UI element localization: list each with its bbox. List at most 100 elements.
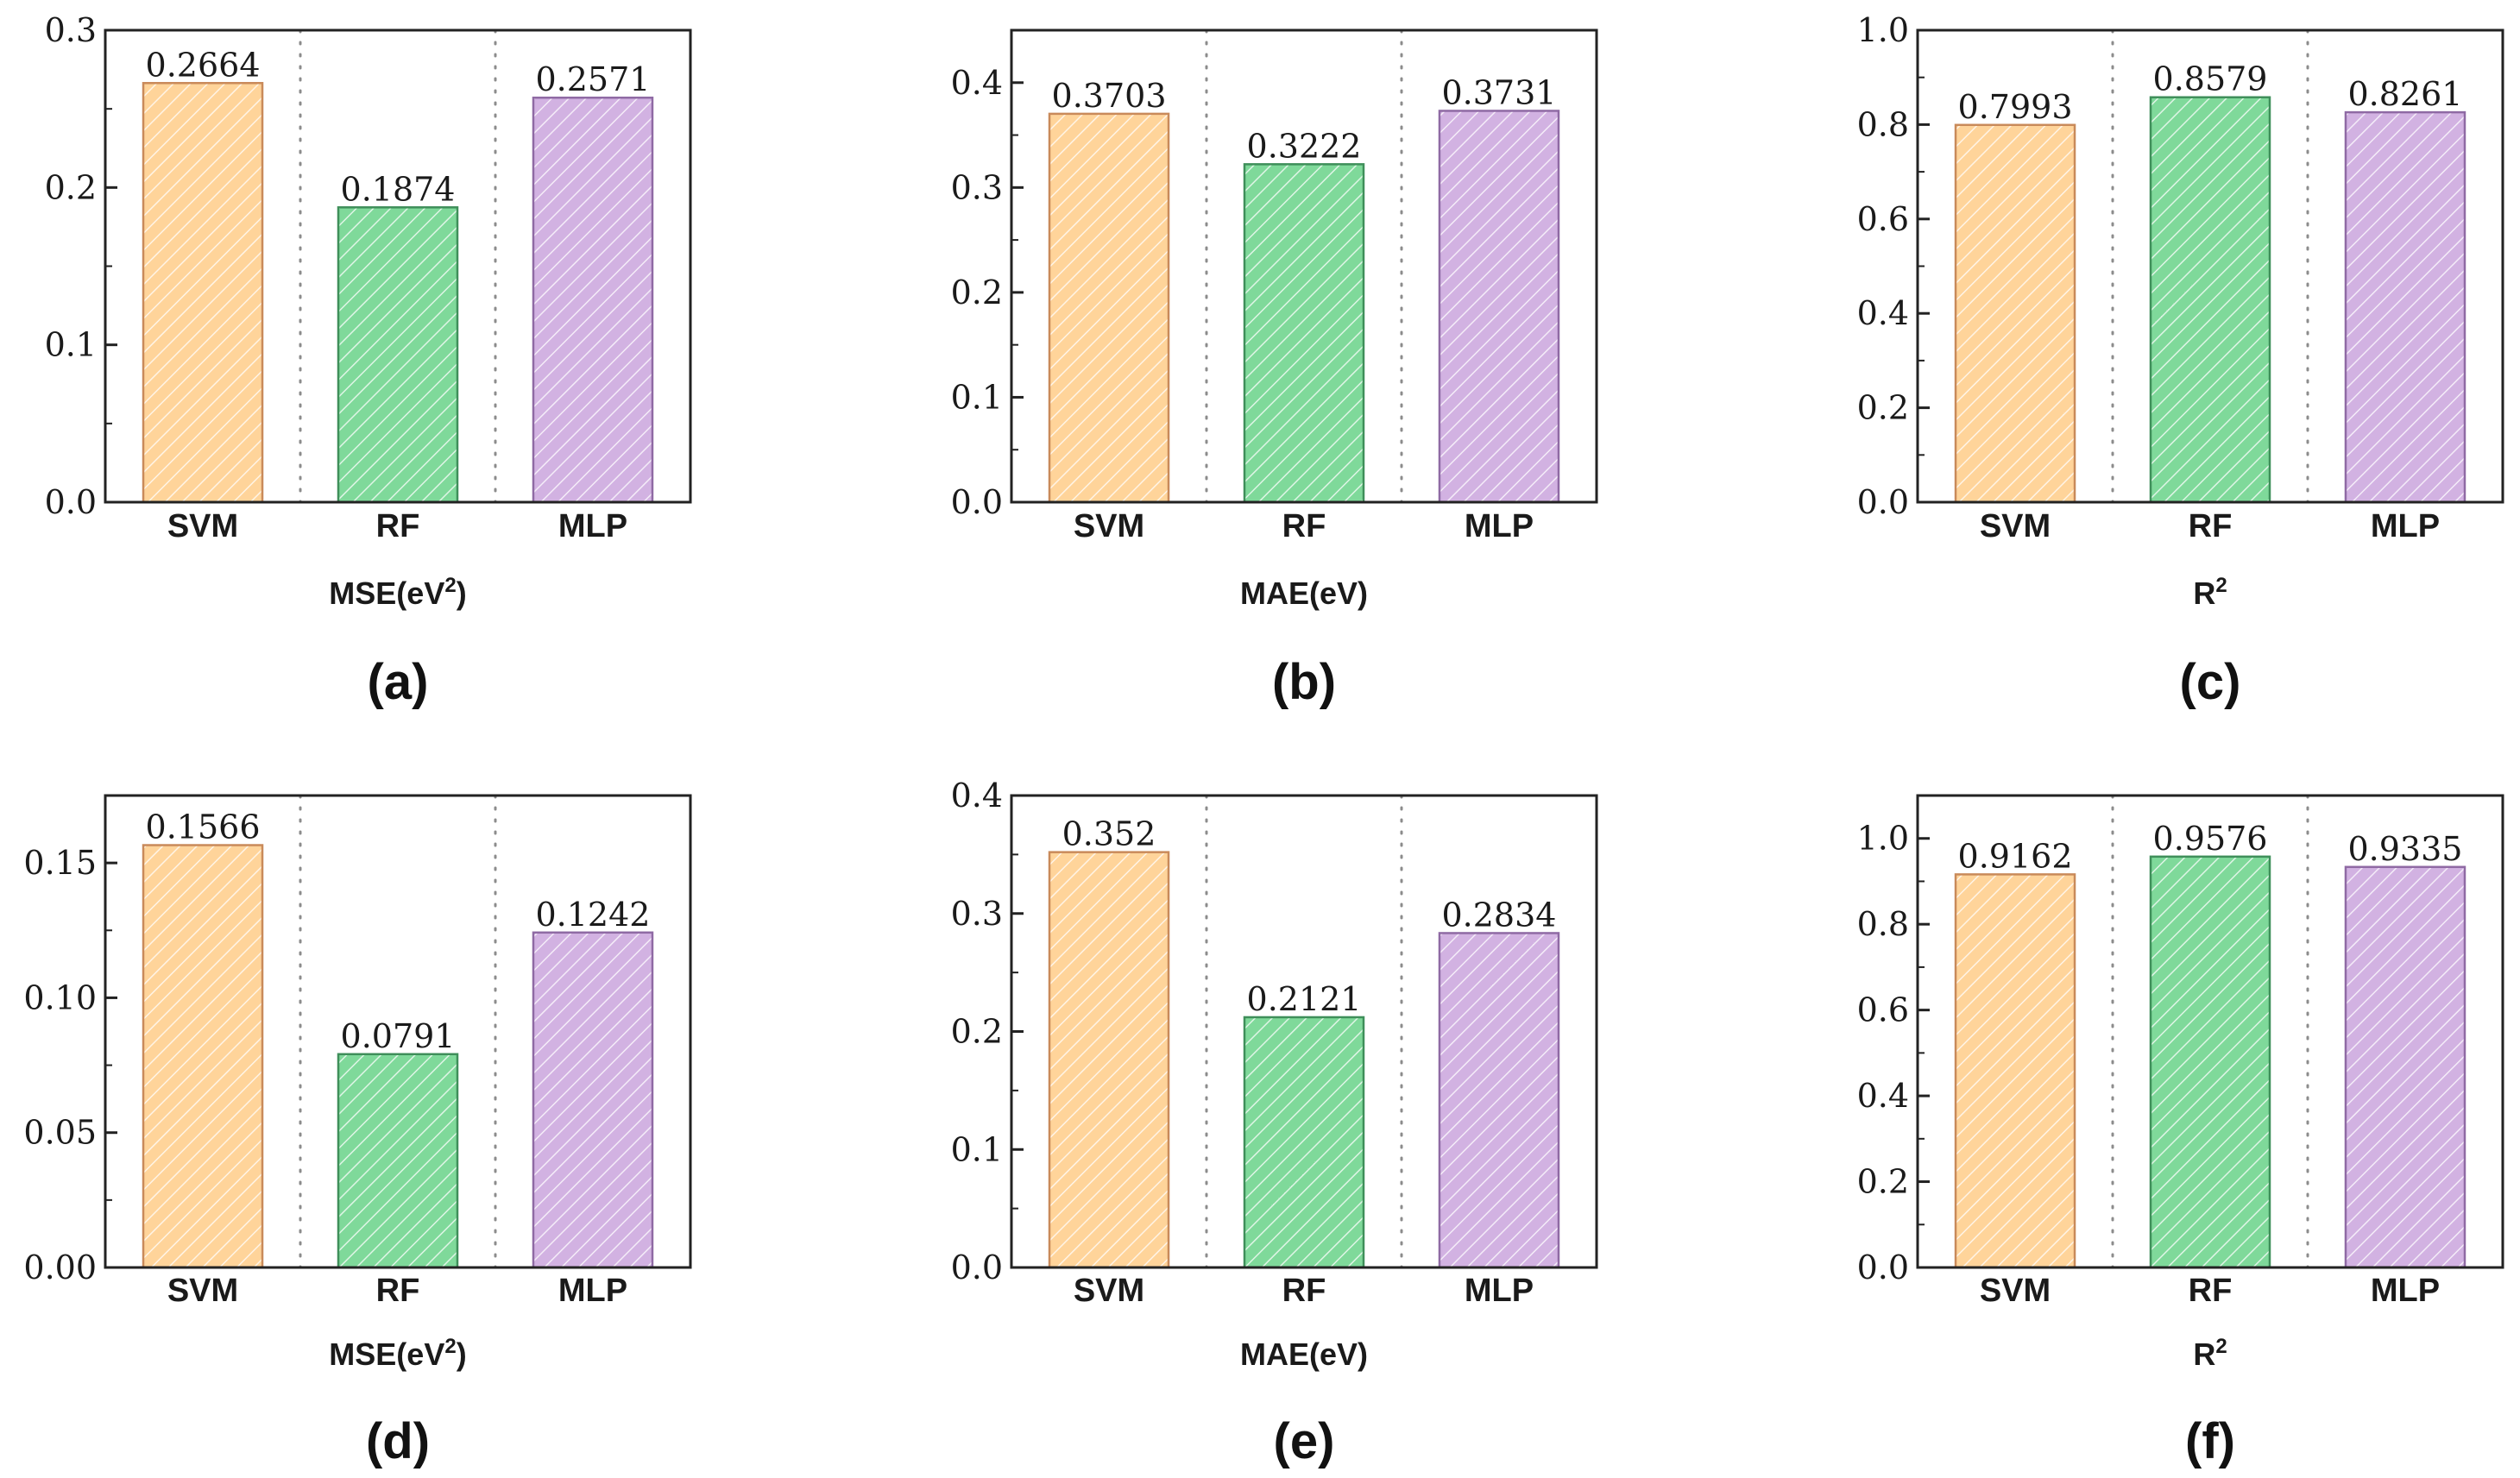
y-tick-label: 0.2 (1857, 1163, 1909, 1201)
bar-mlp (1438, 110, 1560, 504)
bar-svm (142, 82, 264, 504)
chart-panel-c: 0.7993 SVM 0.8579 RF 0.8261 MLP 0.0 0.2 0.4 0.6 0.… (1857, 11, 2504, 710)
category-label-svm: SVM (1074, 508, 1144, 544)
value-label-rf: 0.2121 (1247, 980, 1362, 1018)
value-label-rf: 0.3222 (1247, 127, 1362, 165)
category-label-mlp: MLP (2371, 508, 2440, 544)
bar-svm (1954, 873, 2076, 1269)
category-label-rf: RF (1282, 1273, 1326, 1309)
y-tick-label: 0.3 (951, 895, 1003, 933)
bar-mlp (532, 931, 654, 1269)
panel-label: (f) (2185, 1413, 2235, 1469)
panel-label: (a) (368, 654, 429, 710)
x-axis-label: R2 (2193, 1335, 2227, 1372)
x-axis-label: MAE(eV) (1240, 1336, 1368, 1372)
chart-panel-e: 0.352 SVM 0.2121 RF 0.2834 MLP 0.0 0.1 0.2 0.3 0.4… (951, 777, 1598, 1469)
x-axis-label: R2 (2193, 574, 2227, 611)
bar-svm (1048, 851, 1170, 1269)
plot-frame (104, 794, 692, 1269)
bar-rf (2149, 96, 2271, 504)
value-label-svm: 0.352 (1062, 815, 1156, 853)
y-tick-label: 0.1 (951, 378, 1003, 416)
bar-rf (1243, 1016, 1365, 1269)
y-tick-label: 1.0 (1857, 11, 1909, 49)
y-tick-label: 0.3 (45, 11, 97, 49)
panel-label: (c) (2180, 654, 2241, 710)
y-tick-label: 0.8 (1857, 105, 1909, 143)
x-axis-label: MSE(eV2) (329, 1335, 466, 1372)
y-tick-label: 0.0 (45, 483, 97, 521)
bar-mlp (2344, 110, 2466, 504)
y-tick-label: 0.2 (951, 1013, 1003, 1051)
y-tick-label: 0.10 (23, 978, 97, 1016)
plot-frame (1010, 28, 1598, 504)
y-tick-label: 0.2 (951, 274, 1003, 311)
bar-rf (2149, 855, 2271, 1269)
y-tick-label: 0.0 (1857, 1248, 1909, 1286)
value-label-rf: 0.9576 (2153, 820, 2268, 858)
category-label-rf: RF (1282, 508, 1326, 544)
y-tick-label: 0.6 (1857, 991, 1909, 1029)
bar-mlp (532, 96, 654, 504)
y-tick-label: 0.0 (951, 483, 1003, 521)
y-tick-label: 0.00 (23, 1248, 97, 1286)
category-label-svm: SVM (167, 508, 238, 544)
x-axis-label: MAE(eV) (1240, 575, 1368, 611)
bar-mlp (2344, 865, 2466, 1269)
value-label-svm: 0.9162 (1958, 837, 2073, 875)
value-label-mlp: 0.1242 (535, 896, 650, 934)
y-tick-label: 0.1 (951, 1130, 1003, 1168)
y-tick-label: 0.4 (951, 64, 1003, 102)
bar-svm (142, 844, 264, 1269)
y-tick-label: 0.05 (23, 1114, 97, 1152)
category-label-mlp: MLP (558, 1273, 627, 1309)
category-label-mlp: MLP (1465, 508, 1534, 544)
panel-label: (e) (1274, 1413, 1335, 1469)
y-tick-label: 0.0 (951, 1248, 1003, 1286)
category-label-rf: RF (376, 1273, 420, 1309)
y-tick-label: 0.2 (1857, 389, 1909, 427)
chart-panel-f: 0.9162 SVM 0.9576 RF 0.9335 MLP 0.0 0.2 0.4 0.6 0.… (1857, 794, 2504, 1469)
value-label-rf: 0.1874 (341, 170, 456, 208)
y-tick-label: 0.0 (1857, 483, 1909, 521)
y-tick-label: 0.15 (23, 844, 97, 882)
y-tick-label: 0.2 (45, 168, 97, 206)
category-label-rf: RF (2189, 508, 2233, 544)
y-tick-label: 1.0 (1857, 820, 1909, 858)
y-tick-label: 0.4 (1857, 1077, 1909, 1115)
plot-frame (1916, 794, 2504, 1269)
bar-rf (337, 206, 459, 504)
value-label-rf: 0.8579 (2153, 60, 2268, 98)
y-tick-label: 0.8 (1857, 905, 1909, 943)
y-tick-label: 0.6 (1857, 200, 1909, 238)
bar-mlp (1438, 932, 1560, 1269)
y-tick-label: 0.4 (951, 777, 1003, 814)
category-label-svm: SVM (167, 1273, 238, 1309)
panel-label: (d) (366, 1413, 430, 1469)
category-label-svm: SVM (1980, 1273, 2051, 1309)
value-label-mlp: 0.9335 (2347, 830, 2462, 868)
bar-rf (1243, 163, 1365, 504)
value-label-rf: 0.0791 (341, 1017, 456, 1055)
bar-svm (1954, 123, 2076, 504)
category-label-mlp: MLP (2371, 1273, 2440, 1309)
panel-label: (b) (1272, 654, 1336, 710)
chart-panel-a: 0.2664 SVM 0.1874 RF 0.2571 MLP 0.0 0.1 0.2 0.3 MS… (45, 11, 692, 710)
category-label-svm: SVM (1074, 1273, 1144, 1309)
y-tick-label: 0.3 (951, 168, 1003, 206)
x-axis-label: MSE(eV2) (329, 574, 466, 611)
value-label-svm: 0.2664 (146, 46, 261, 84)
value-label-mlp: 0.8261 (2347, 75, 2462, 113)
y-tick-label: 0.4 (1857, 294, 1909, 332)
category-label-rf: RF (376, 508, 420, 544)
chart-panel-b: 0.3703 SVM 0.3222 RF 0.3731 MLP 0.0 0.1 0.2 0.3 0.… (951, 28, 1598, 710)
category-label-rf: RF (2189, 1273, 2233, 1309)
bar-rf (337, 1053, 459, 1269)
value-label-mlp: 0.2834 (1441, 896, 1556, 934)
value-label-mlp: 0.2571 (535, 60, 650, 98)
value-label-svm: 0.1566 (146, 808, 261, 846)
category-label-mlp: MLP (558, 508, 627, 544)
value-label-svm: 0.7993 (1958, 88, 2073, 126)
value-label-svm: 0.3703 (1052, 77, 1167, 115)
y-tick-label: 0.1 (45, 326, 97, 364)
